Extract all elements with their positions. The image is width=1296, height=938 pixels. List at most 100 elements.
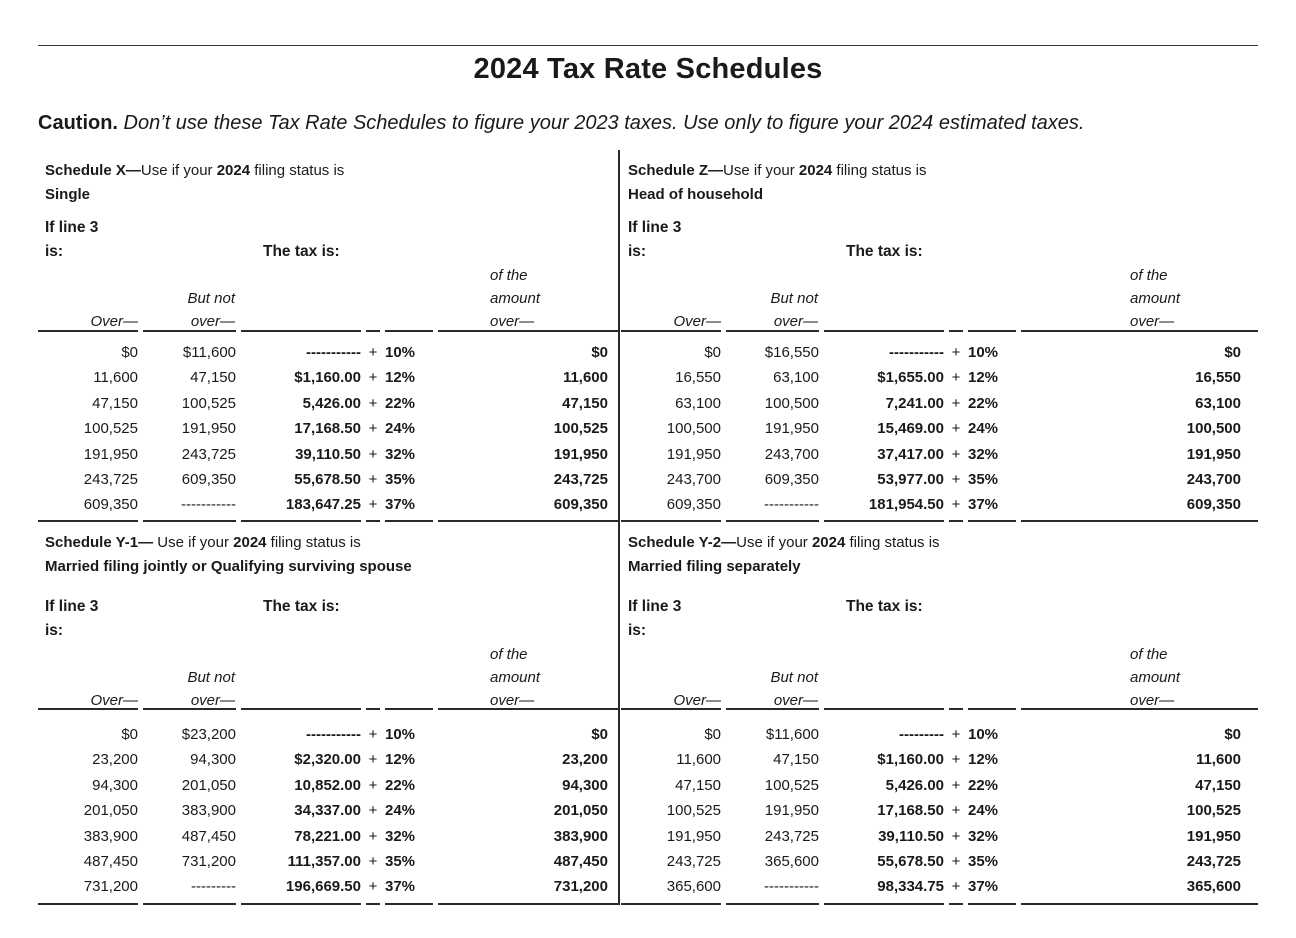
- but-not-over-label: But not over—: [135, 287, 235, 333]
- base-tax-cell: 39,110.50: [295, 445, 361, 463]
- over-cell: 100,525: [83, 420, 138, 438]
- base-tax-cell: 55,678.50: [877, 853, 944, 871]
- base-tax-cell: $1,160.00: [877, 751, 944, 769]
- of-amount-over-cell: $0: [1224, 344, 1241, 361]
- but-not-over-cell: 243,700: [764, 445, 819, 463]
- base-tax-cell: 39,110.50: [878, 827, 944, 845]
- if-line3-line1: If line 3: [628, 219, 682, 236]
- schedule-year: 2024: [798, 162, 833, 179]
- base-tax-cell: -----------: [306, 726, 361, 743]
- of-amount-over-cell: 47,150: [562, 394, 608, 412]
- over-cell: 243,700: [666, 471, 721, 489]
- base-tax-cell: 5,426.00: [885, 776, 944, 794]
- table-row: 16,550 63,100 $1,655.00 + 12% 16,550: [621, 365, 1258, 390]
- but-not-over-cell: 243,725: [181, 445, 236, 463]
- of-the-label: of the: [1130, 267, 1168, 284]
- schedule-z-title: Schedule Z—Use if your 2024 filing statu…: [628, 159, 1254, 207]
- header-rule: [38, 330, 618, 332]
- rate-cell: 12%: [385, 369, 416, 387]
- over-cell: 63,100: [675, 394, 721, 412]
- rate-cell: 37%: [385, 496, 416, 514]
- base-tax-cell: 37,417.00: [877, 445, 944, 463]
- amount-label: amount: [490, 669, 541, 686]
- over-cell: 47,150: [675, 776, 721, 794]
- base-tax-cell: 34,337.00: [294, 802, 361, 820]
- tax-is-label: The tax is:: [846, 598, 923, 615]
- table-row: $0 $23,200 ----------- + 10% $0: [38, 722, 618, 747]
- rate-cell: 32%: [968, 827, 999, 845]
- filing-status: Head of household: [628, 186, 763, 203]
- over-cell: 16,550: [675, 369, 721, 387]
- schedule-name: Schedule Z—: [628, 162, 724, 179]
- of-amount-over-cell: 63,100: [1195, 394, 1241, 412]
- of-amount-over-label: of the amount over—: [1130, 264, 1180, 333]
- of-amount-over-label: of the amount over—: [490, 264, 540, 333]
- schedule-name: Schedule X—: [45, 162, 141, 179]
- of-amount-over-cell: 94,300: [562, 776, 608, 794]
- over-label: Over—: [90, 692, 138, 709]
- but-not-over-dash-label: over—: [190, 692, 235, 709]
- of-amount-over-cell: 365,600: [1186, 878, 1241, 896]
- amount-label: amount: [1130, 669, 1181, 686]
- of-amount-over-label: of the amount over—: [1130, 643, 1180, 712]
- base-tax-cell: -----------: [889, 344, 944, 361]
- if-line3-line1: If line 3: [45, 219, 99, 236]
- table-row: 100,500 191,950 15,469.00 + 24% 100,500: [621, 416, 1258, 441]
- rate-cell: 35%: [968, 853, 999, 871]
- rate-cell: 10%: [968, 344, 999, 361]
- of-the-label: of the: [1130, 646, 1168, 663]
- schedule-y2-rows: $0 $11,600 --------- + 10% $0 11,600 47,…: [621, 722, 1258, 900]
- plus-sign: +: [368, 445, 378, 463]
- over-cell: 47,150: [92, 394, 138, 412]
- header-rule: [38, 708, 618, 710]
- but-not-over-label: But not over—: [718, 287, 818, 333]
- base-tax-cell: 10,852.00: [294, 776, 361, 794]
- but-not-over-cell: $16,550: [764, 344, 819, 361]
- but-not-over-cell: 191,950: [181, 420, 236, 438]
- but-not-over-cell: 731,200: [181, 853, 236, 871]
- base-tax-cell: 55,678.50: [294, 471, 361, 489]
- table-row: 191,950 243,725 39,110.50 + 32% 191,950: [621, 824, 1258, 849]
- table-row: 94,300 201,050 10,852.00 + 22% 94,300: [38, 773, 618, 798]
- base-tax-cell: 183,647.25: [285, 496, 361, 514]
- plus-sign: +: [951, 726, 961, 743]
- section-bottom-rule: [621, 903, 1258, 905]
- base-tax-cell: 17,168.50: [877, 802, 944, 820]
- if-line3-line2: is:: [45, 622, 64, 639]
- rate-cell: 24%: [968, 420, 999, 438]
- column-divider: [618, 150, 620, 905]
- table-row: 11,600 47,150 $1,160.00 + 12% 11,600: [38, 365, 618, 390]
- plus-sign: +: [368, 369, 378, 387]
- plus-sign: +: [951, 802, 961, 820]
- but-not-over-cell: 100,525: [764, 776, 819, 794]
- over-cell: 191,950: [666, 445, 721, 463]
- but-not-over-cell: 100,500: [764, 394, 819, 412]
- page-top-rule: [38, 45, 1258, 46]
- table-row: 243,700 609,350 53,977.00 + 35% 243,700: [621, 467, 1258, 492]
- header-rule: [621, 708, 1258, 710]
- plus-sign: +: [951, 369, 961, 387]
- schedule-name: Schedule Y-1—: [45, 534, 154, 551]
- but-not-over-cell: 243,725: [764, 827, 819, 845]
- schedule-title-tail: filing status is: [250, 162, 345, 179]
- but-not-over-cell: $11,600: [182, 344, 236, 361]
- page-title: 2024 Tax Rate Schedules: [473, 53, 823, 85]
- but-not-over-cell: ---------: [191, 878, 236, 896]
- of-the-label: of the: [490, 267, 528, 284]
- rate-cell: 35%: [385, 471, 416, 489]
- plus-sign: +: [951, 445, 961, 463]
- but-not-over-cell: 100,525: [181, 394, 236, 412]
- base-tax-cell: 181,954.50: [868, 496, 944, 514]
- amount-label: amount: [1130, 290, 1181, 307]
- but-not-over-cell: $23,200: [181, 726, 236, 743]
- rate-cell: 22%: [968, 776, 999, 794]
- schedule-title-text: Use if your: [723, 162, 799, 179]
- of-amount-over-cell: $0: [1224, 726, 1241, 743]
- schedule-y1-rows: $0 $23,200 ----------- + 10% $0 23,200 9…: [38, 722, 618, 900]
- rate-cell: 10%: [968, 726, 999, 743]
- but-not-over-cell: -----------: [181, 496, 236, 514]
- of-amount-over-cell: 11,600: [562, 369, 608, 387]
- amount-over-label: over—: [490, 313, 535, 330]
- if-line3-label: If line 3 is:: [45, 595, 98, 643]
- plus-sign: +: [951, 853, 961, 871]
